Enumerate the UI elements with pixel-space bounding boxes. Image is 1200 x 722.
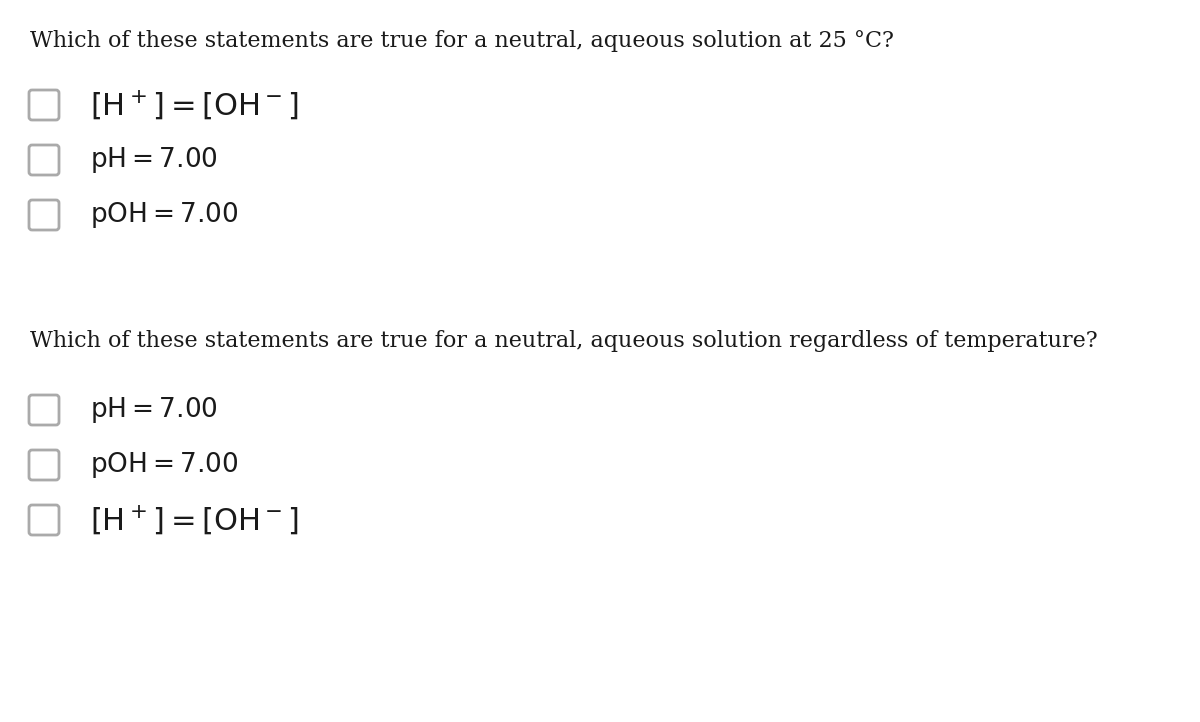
FancyBboxPatch shape <box>29 200 59 230</box>
Text: $\mathrm{pH = 7.00}$: $\mathrm{pH = 7.00}$ <box>90 395 218 425</box>
Text: $\mathrm{[H^+] = [OH^-]}$: $\mathrm{[H^+] = [OH^-]}$ <box>90 89 299 121</box>
FancyBboxPatch shape <box>29 90 59 120</box>
FancyBboxPatch shape <box>29 450 59 480</box>
Text: Which of these statements are true for a neutral, aqueous solution at 25 °C?: Which of these statements are true for a… <box>30 30 894 52</box>
Text: Which of these statements are true for a neutral, aqueous solution regardless of: Which of these statements are true for a… <box>30 330 1098 352</box>
FancyBboxPatch shape <box>29 145 59 175</box>
FancyBboxPatch shape <box>29 395 59 425</box>
Text: $\mathrm{pH = 7.00}$: $\mathrm{pH = 7.00}$ <box>90 145 218 175</box>
Text: $\mathrm{pOH = 7.00}$: $\mathrm{pOH = 7.00}$ <box>90 450 239 480</box>
Text: $\mathrm{[H^+] = [OH^-]}$: $\mathrm{[H^+] = [OH^-]}$ <box>90 503 299 536</box>
Text: $\mathrm{pOH = 7.00}$: $\mathrm{pOH = 7.00}$ <box>90 200 239 230</box>
FancyBboxPatch shape <box>29 505 59 535</box>
